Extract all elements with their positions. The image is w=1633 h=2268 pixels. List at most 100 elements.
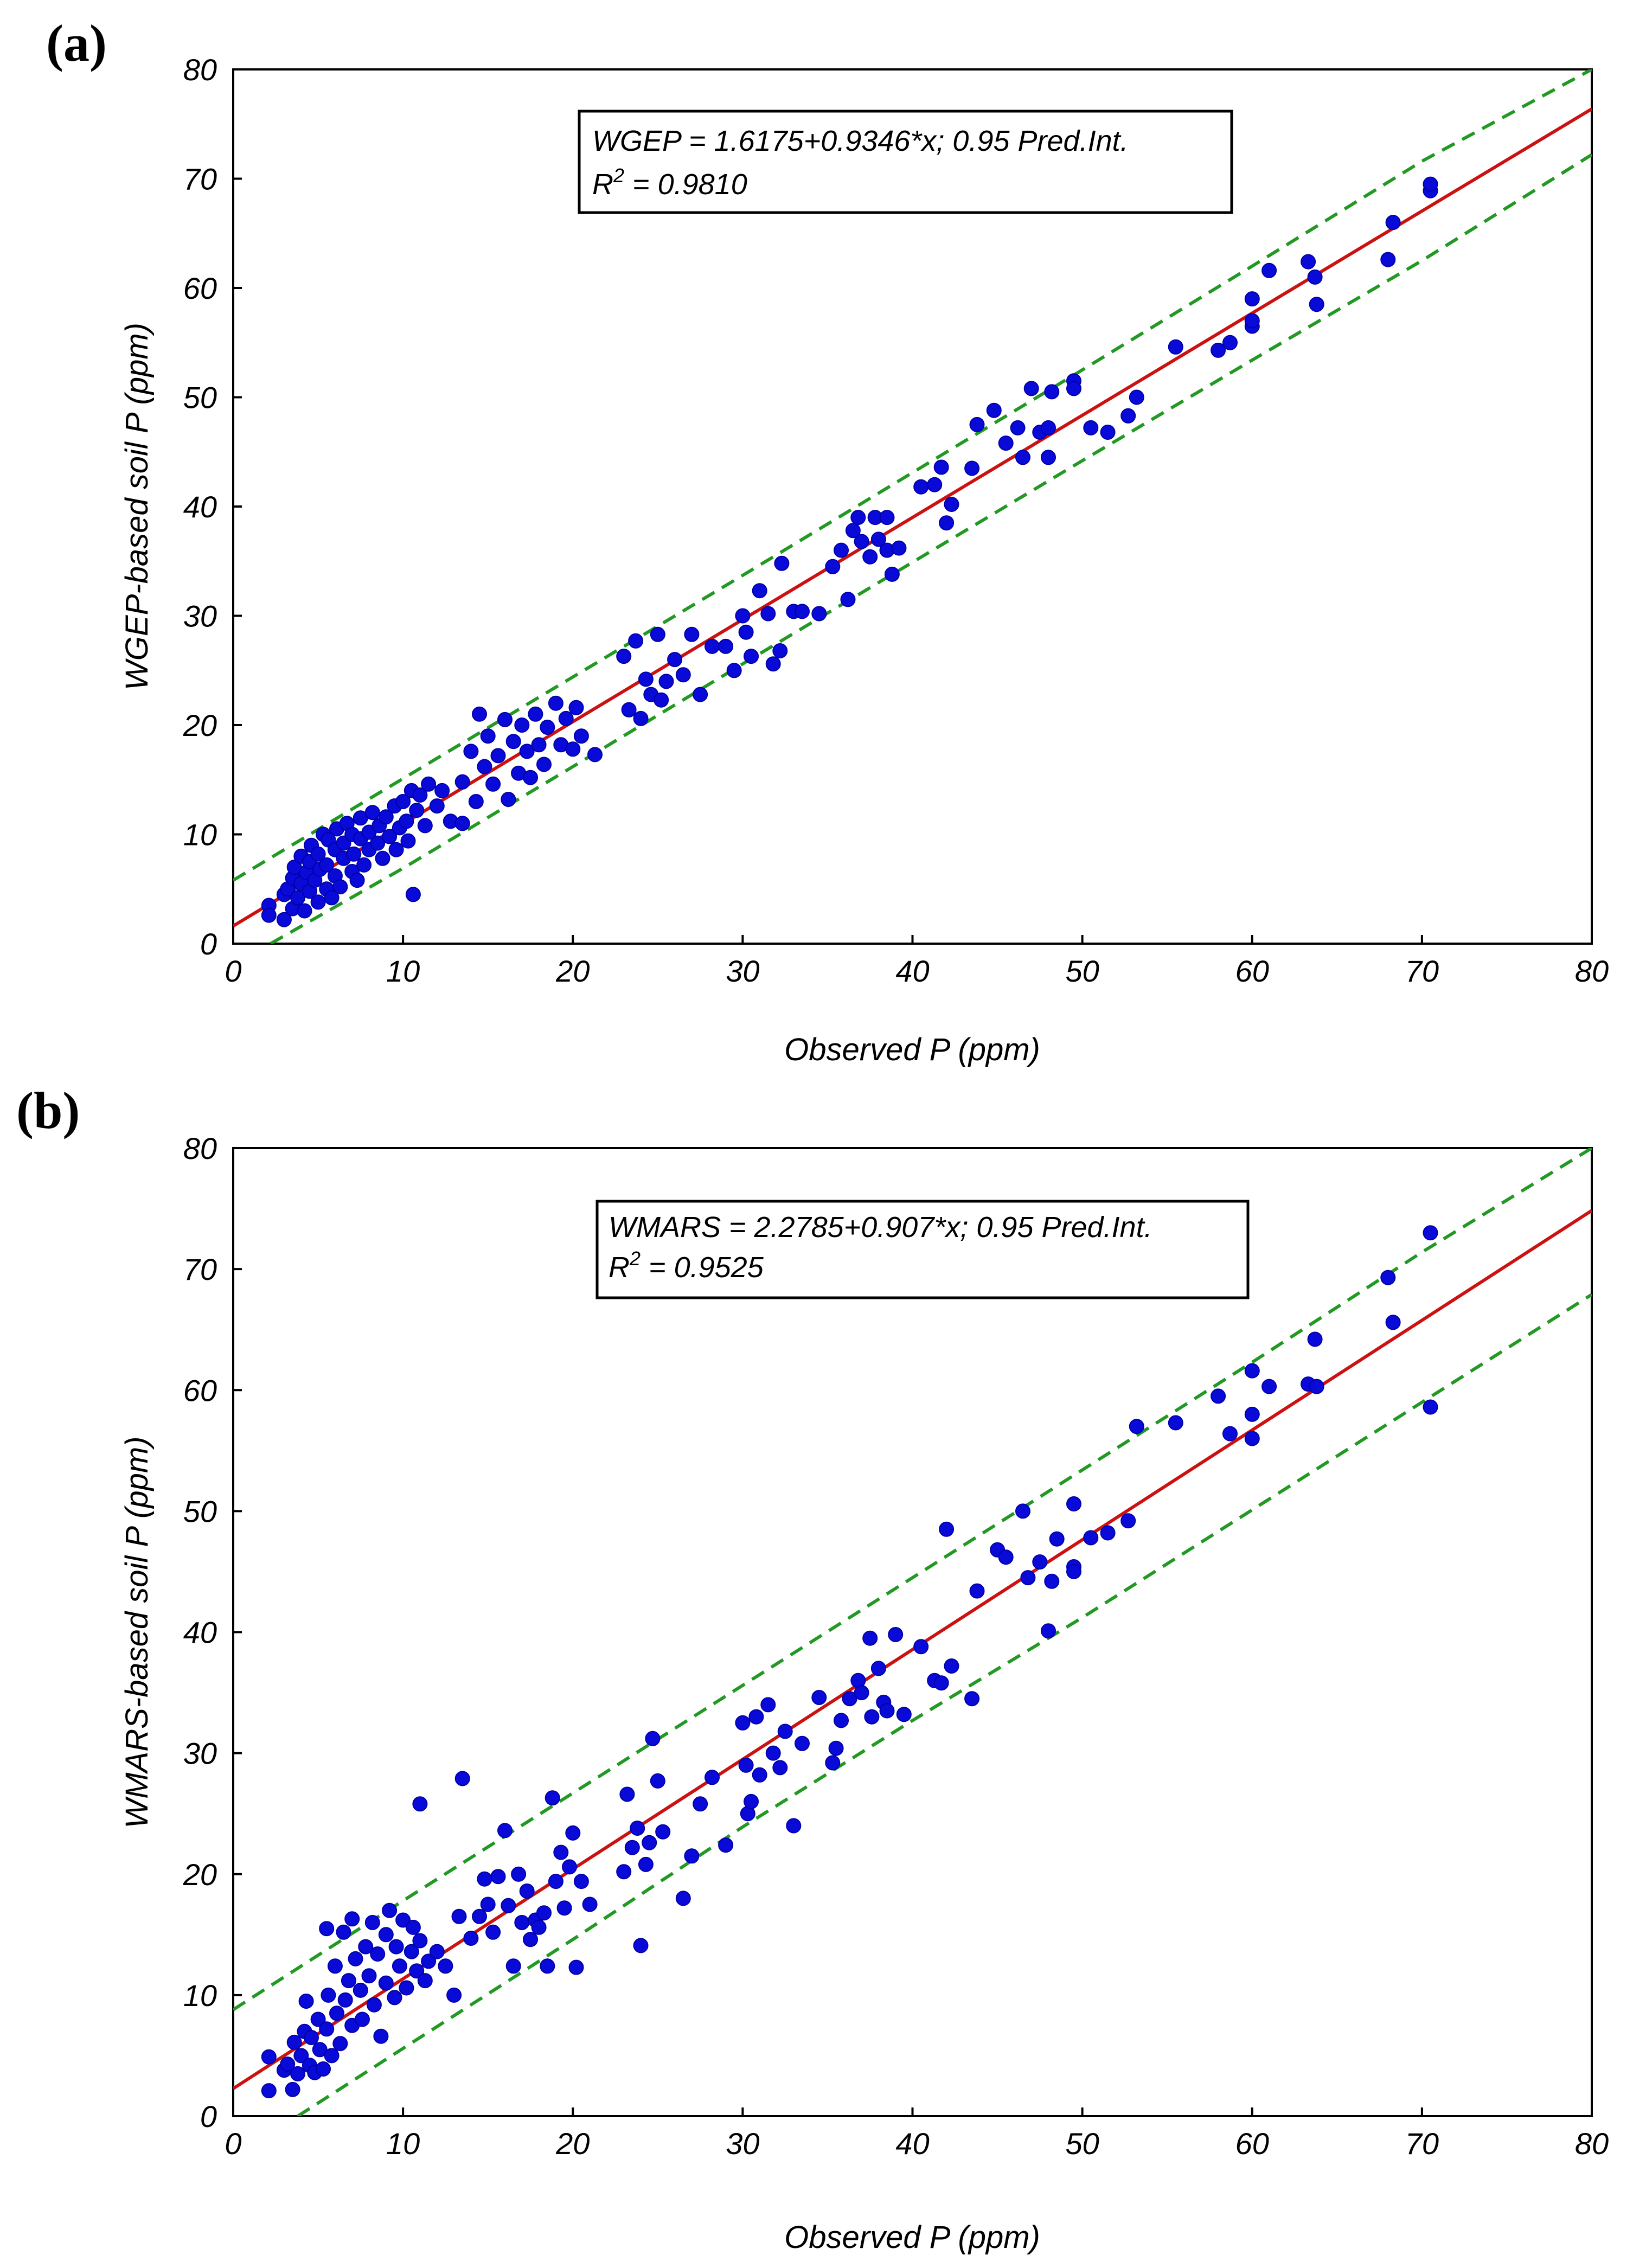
data-point bbox=[378, 809, 394, 825]
data-point bbox=[964, 460, 980, 476]
data-point bbox=[355, 2011, 370, 2027]
data-point bbox=[332, 2036, 348, 2052]
y-tick-label: 60 bbox=[183, 1373, 217, 1407]
data-point bbox=[684, 1848, 700, 1864]
data-point bbox=[1244, 1406, 1260, 1422]
data-point bbox=[370, 1946, 386, 1962]
data-point bbox=[312, 2042, 328, 2058]
data-point bbox=[1015, 450, 1030, 465]
data-point bbox=[337, 1992, 353, 2008]
data-point bbox=[1100, 425, 1116, 440]
data-point bbox=[774, 555, 790, 571]
data-point bbox=[400, 833, 416, 849]
data-point bbox=[348, 1951, 363, 1966]
data-point bbox=[358, 1939, 374, 1955]
data-point bbox=[528, 706, 543, 722]
data-point bbox=[1244, 313, 1260, 329]
x-axis-title-b: Observed P (ppm) bbox=[784, 2220, 1040, 2255]
x-tick-label: 70 bbox=[1405, 2126, 1439, 2161]
data-point bbox=[864, 1709, 880, 1725]
data-point bbox=[726, 663, 742, 678]
data-point bbox=[1044, 384, 1060, 400]
data-point bbox=[429, 798, 445, 814]
data-point bbox=[545, 1790, 560, 1806]
data-point bbox=[896, 1707, 912, 1722]
data-point bbox=[870, 531, 886, 547]
data-point bbox=[519, 744, 535, 759]
data-point bbox=[744, 649, 759, 664]
prediction-interval-lower bbox=[297, 1293, 1592, 2116]
data-point bbox=[531, 1919, 547, 1935]
data-point bbox=[505, 1958, 521, 1974]
data-point bbox=[336, 1924, 351, 1940]
data-point bbox=[772, 643, 788, 658]
regression-line bbox=[233, 1209, 1592, 2090]
y-tick-label: 80 bbox=[183, 53, 217, 87]
data-point bbox=[616, 649, 632, 664]
data-point bbox=[344, 1911, 360, 1927]
prediction-interval-upper bbox=[233, 69, 1592, 882]
data-point bbox=[1049, 1531, 1065, 1547]
data-point bbox=[795, 604, 810, 619]
y-tick-label: 50 bbox=[183, 1494, 217, 1528]
x-ticks-b: 0 10 20 30 40 50 60 70 80 bbox=[225, 2107, 1609, 2161]
x-tick-label: 20 bbox=[555, 954, 590, 988]
data-point bbox=[718, 1837, 734, 1853]
data-point bbox=[382, 829, 398, 844]
data-point bbox=[1211, 1388, 1226, 1404]
data-point bbox=[421, 776, 437, 792]
data-point bbox=[370, 835, 386, 851]
data-point bbox=[862, 1630, 878, 1646]
data-point bbox=[536, 757, 552, 772]
y-tick-label: 10 bbox=[183, 818, 217, 852]
data-point bbox=[845, 523, 861, 539]
data-point bbox=[1211, 342, 1226, 358]
data-point bbox=[261, 2049, 277, 2065]
data-point bbox=[319, 2021, 335, 2037]
data-point bbox=[286, 2034, 302, 2050]
panel-a: (a) 0 10 20 30 40 50 60 70 80 01020304050607080 … bbox=[46, 14, 1609, 1067]
data-point bbox=[297, 903, 312, 919]
data-point bbox=[1168, 339, 1183, 355]
legend-a: WGEP = 1.6175+0.9346*x; 0.95 Pred.Int. R… bbox=[578, 110, 1233, 214]
data-point bbox=[454, 816, 470, 831]
data-point bbox=[658, 674, 674, 689]
data-point bbox=[477, 759, 492, 774]
x-tick-label: 70 bbox=[1405, 954, 1439, 988]
data-point bbox=[811, 1690, 827, 1705]
x-tick-label: 20 bbox=[555, 2126, 590, 2161]
data-point bbox=[1423, 1399, 1438, 1415]
data-point bbox=[412, 1796, 428, 1812]
data-point bbox=[1309, 297, 1324, 312]
data-point bbox=[944, 497, 959, 512]
data-point bbox=[519, 1883, 535, 1899]
data-point bbox=[405, 1919, 421, 1935]
data-point bbox=[828, 1740, 844, 1756]
data-point bbox=[558, 710, 574, 726]
data-point bbox=[261, 907, 277, 923]
y-tick-label: 70 bbox=[183, 162, 217, 196]
r-squared-a: R2 = 0.9810 bbox=[592, 164, 747, 201]
data-point bbox=[1041, 420, 1056, 435]
data-point bbox=[409, 1963, 425, 1979]
r2-value-a: = 0.9810 bbox=[624, 168, 747, 201]
data-point bbox=[1261, 262, 1277, 278]
data-point bbox=[913, 479, 929, 495]
x-tick-label: 0 bbox=[225, 954, 241, 988]
panel-b: (b) 0 10 20 30 40 50 60 70 80 01020304050607080 … bbox=[16, 1081, 1609, 2255]
data-point bbox=[933, 1675, 949, 1691]
data-point bbox=[353, 1982, 368, 1998]
data-point bbox=[573, 728, 589, 744]
data-point bbox=[748, 1709, 764, 1725]
data-point bbox=[392, 1958, 407, 1974]
r2-exp-b: 2 bbox=[629, 1247, 641, 1270]
data-point bbox=[825, 1755, 841, 1771]
data-point bbox=[341, 1973, 356, 1989]
data-point bbox=[485, 776, 501, 792]
data-point bbox=[480, 728, 496, 744]
y-tick-label: 70 bbox=[183, 1252, 217, 1286]
data-point bbox=[280, 2056, 296, 2072]
x-tick-label: 40 bbox=[895, 2126, 929, 2161]
data-point bbox=[888, 1627, 904, 1642]
x-tick-label: 30 bbox=[726, 2126, 759, 2161]
